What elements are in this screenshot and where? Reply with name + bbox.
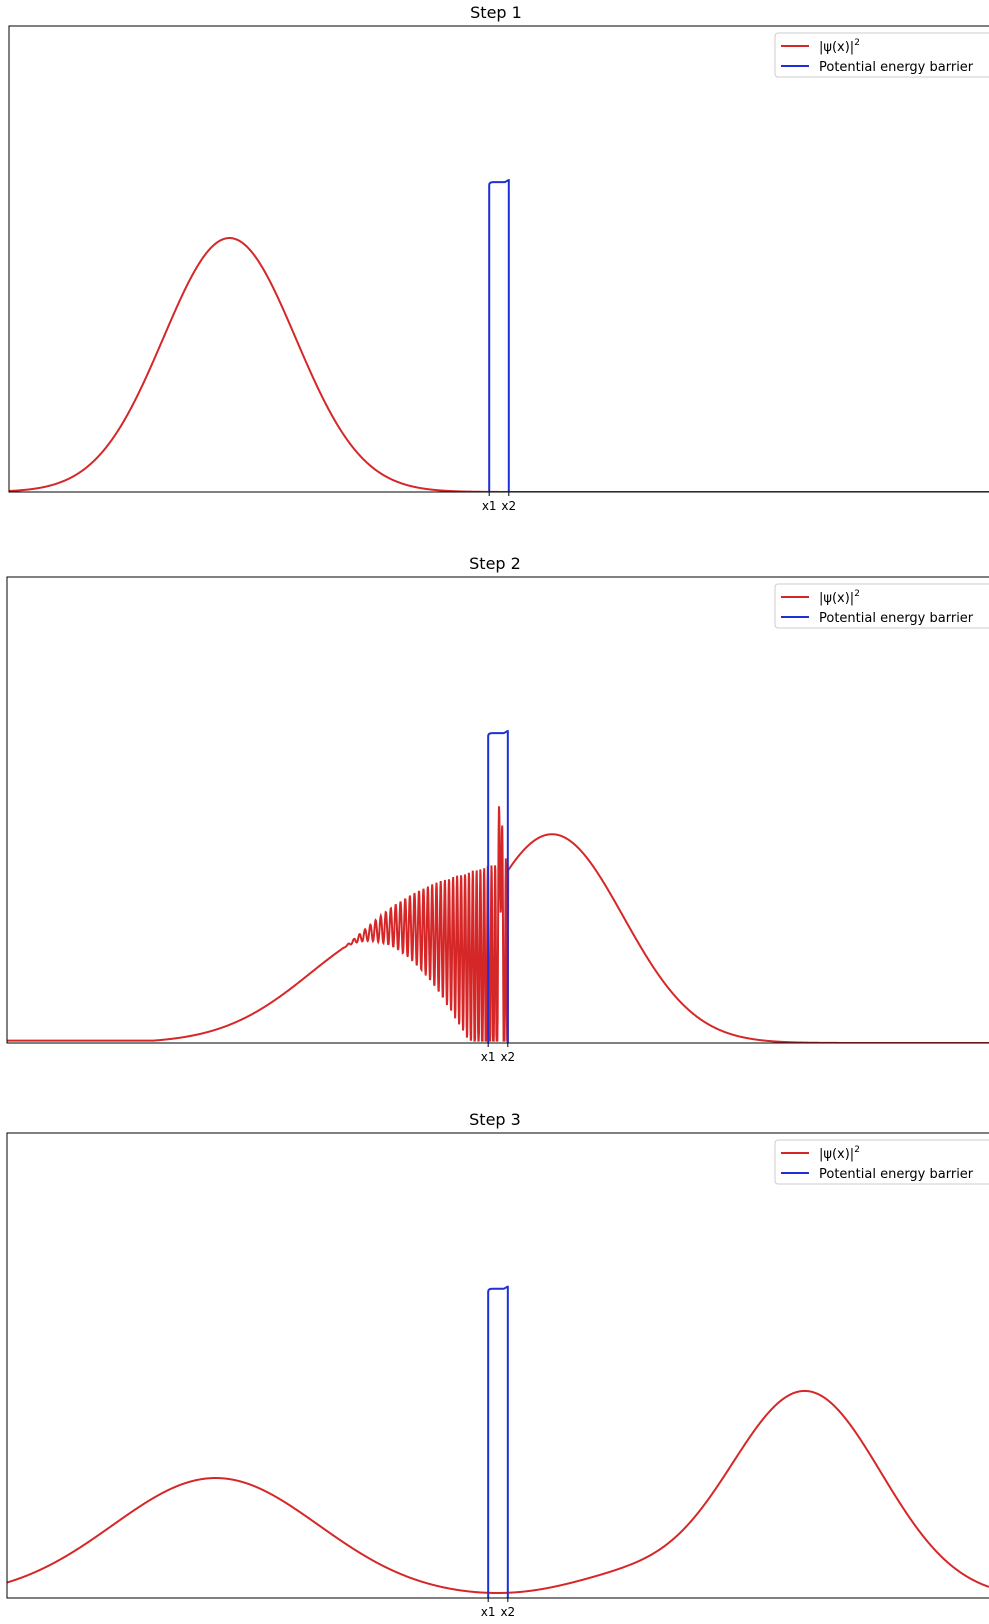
potential-barrier-line <box>487 1285 509 1598</box>
chart-panel-2: Step 2 x1 x2 |ψ(x)|2 Potential energy barrie… <box>6 554 989 1064</box>
legend-box <box>774 1139 989 1185</box>
chart-title: Step 1 <box>470 3 522 22</box>
legend-label-barrier: Potential energy barrier <box>819 611 974 626</box>
x-tick-label-x2: x2 <box>501 499 516 513</box>
potential-barrier-line <box>487 729 509 1043</box>
x-tick-label-x2: x2 <box>500 1050 515 1064</box>
axes-frame <box>6 1132 989 1599</box>
legend-box <box>774 32 989 78</box>
legend-label-psi: |ψ(x)|2 <box>819 1145 860 1162</box>
potential-barrier-line <box>488 178 510 492</box>
psi-squared-line <box>9 237 989 492</box>
x-tick-label-x1: x1 <box>482 499 497 513</box>
legend-box <box>774 583 989 629</box>
psi-squared-line <box>7 1389 989 1594</box>
psi-squared-line <box>7 806 989 1043</box>
x-tick-label-x1: x1 <box>481 1050 496 1064</box>
chart-title: Step 3 <box>469 1110 521 1129</box>
axes-frame <box>8 25 989 493</box>
legend-label-barrier: Potential energy barrier <box>819 1167 974 1182</box>
chart-panel-1: Step 1 x1 x2 |ψ(x)|2 Potential energy barrie… <box>8 3 989 513</box>
legend-label-psi: |ψ(x)|2 <box>819 589 860 606</box>
x-tick-label-x1: x1 <box>481 1605 496 1619</box>
legend-label-barrier: Potential energy barrier <box>819 60 974 75</box>
x-tick-label-x2: x2 <box>500 1605 515 1619</box>
legend-label-psi: |ψ(x)|2 <box>819 38 860 55</box>
chart-title: Step 2 <box>469 554 521 573</box>
axes-frame <box>6 576 989 1044</box>
chart-panel-3: Step 3 x1 x2 |ψ(x)|2 Potential energy barrie… <box>6 1110 989 1619</box>
